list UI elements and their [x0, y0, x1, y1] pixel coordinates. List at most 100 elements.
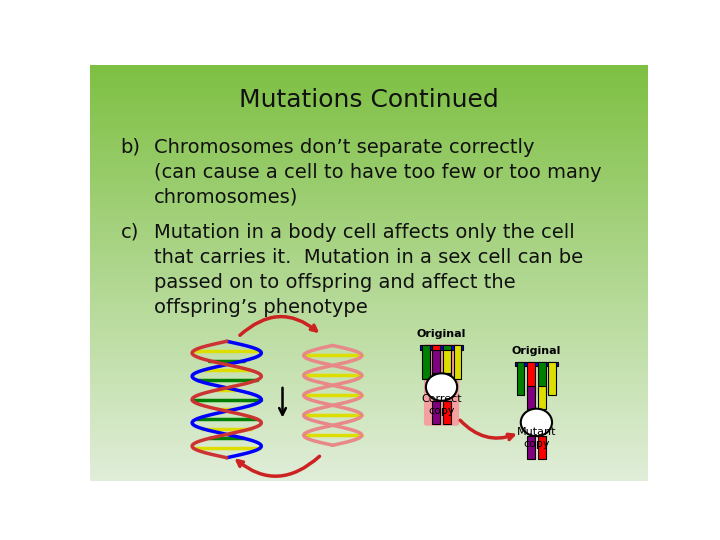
Bar [90, 356, 648, 357]
Bar [90, 198, 648, 199]
Bar [90, 127, 648, 129]
Bar [90, 441, 648, 442]
Bar [90, 106, 648, 108]
Text: Mutations Continued: Mutations Continued [239, 87, 499, 112]
Bar [90, 396, 648, 397]
Bar [90, 141, 648, 143]
Bar [90, 442, 648, 443]
Bar [90, 277, 648, 278]
Bar [90, 380, 648, 381]
Bar [90, 206, 648, 207]
Bar [90, 478, 648, 479]
Bar [90, 238, 648, 239]
Bar [90, 111, 648, 112]
Bar [432, 346, 440, 379]
Bar [90, 335, 648, 336]
Bar [90, 160, 648, 162]
Bar [90, 99, 648, 101]
Bar [90, 137, 648, 138]
Bar [90, 114, 648, 116]
Bar [90, 390, 648, 392]
Bar [90, 68, 648, 69]
Bar [90, 244, 648, 245]
Bar [90, 75, 648, 76]
Bar [538, 386, 546, 409]
Text: passed on to offspring and affect the: passed on to offspring and affect the [154, 273, 516, 292]
Bar [90, 319, 648, 320]
Text: Mutation in a body cell affects only the cell: Mutation in a body cell affects only the… [154, 223, 575, 242]
Bar [90, 219, 648, 220]
Bar [90, 425, 648, 427]
Bar [90, 313, 648, 314]
Bar [90, 381, 648, 382]
Bar [90, 300, 648, 302]
Bar [443, 346, 451, 379]
Bar [90, 166, 648, 167]
Bar [90, 130, 648, 131]
Bar [90, 180, 648, 181]
Bar [90, 217, 648, 219]
Bar [90, 439, 648, 441]
Bar [90, 303, 648, 305]
Bar [90, 320, 648, 321]
Bar [90, 66, 648, 68]
Bar [90, 231, 648, 233]
Bar [90, 271, 648, 273]
Bar [90, 307, 648, 309]
Bar [90, 461, 648, 463]
Bar [90, 221, 648, 223]
Text: that carries it.  Mutation in a sex cell can be: that carries it. Mutation in a sex cell … [154, 248, 583, 267]
Bar [90, 375, 648, 377]
Bar [90, 129, 648, 130]
Bar [90, 360, 648, 361]
Bar [90, 228, 648, 230]
Ellipse shape [521, 409, 552, 436]
Bar [90, 258, 648, 259]
Bar [90, 167, 648, 168]
Bar [90, 227, 648, 228]
Bar [90, 191, 648, 192]
Bar [90, 174, 648, 176]
Bar [90, 404, 648, 406]
Bar [443, 350, 451, 373]
Bar [90, 411, 648, 413]
Text: Original: Original [512, 346, 561, 356]
Bar [90, 338, 648, 339]
Bar [90, 249, 648, 251]
Bar [90, 403, 648, 404]
Bar [90, 418, 648, 420]
Bar [90, 327, 648, 328]
Bar [90, 268, 648, 270]
Bar [90, 251, 648, 252]
Bar [90, 421, 648, 422]
Bar [90, 213, 648, 214]
Bar [90, 471, 648, 472]
Bar [90, 165, 648, 166]
Bar [90, 241, 648, 242]
Bar [90, 273, 648, 274]
Bar [90, 395, 648, 396]
Bar [90, 413, 648, 414]
Bar [515, 362, 558, 366]
Bar [90, 444, 648, 446]
Bar [90, 207, 648, 209]
Bar [90, 346, 648, 348]
Bar [90, 289, 648, 291]
Bar [90, 108, 648, 109]
Text: (can cause a cell to have too few or too many: (can cause a cell to have too few or too… [154, 163, 602, 181]
Bar [90, 84, 648, 85]
Bar [538, 362, 546, 395]
Bar [90, 278, 648, 280]
Bar [90, 140, 648, 141]
Bar [90, 123, 648, 124]
Bar [90, 378, 648, 380]
Bar [90, 255, 648, 256]
Bar [90, 260, 648, 261]
Bar [90, 65, 648, 66]
Text: copy: copy [523, 440, 549, 449]
Bar [90, 98, 648, 99]
Bar [90, 131, 648, 133]
Bar [90, 393, 648, 395]
Bar [90, 92, 648, 94]
Bar [90, 296, 648, 298]
